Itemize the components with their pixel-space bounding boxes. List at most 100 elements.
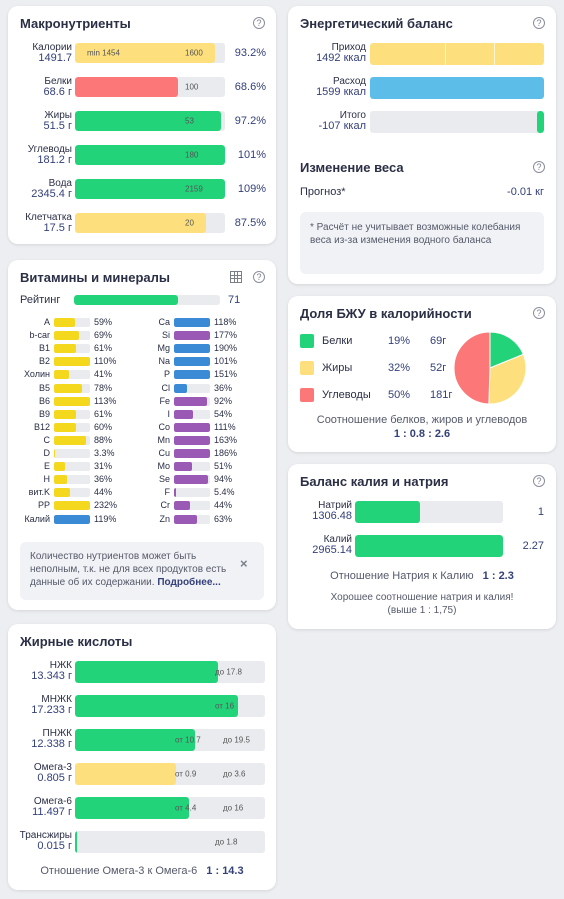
energy-name: Итого bbox=[339, 110, 366, 121]
fatty-name: ПНЖК bbox=[42, 728, 72, 739]
vitamin-percent: 41% bbox=[94, 369, 113, 380]
vitamin-percent: 101% bbox=[214, 356, 238, 367]
vitamin-row: Zn 63% bbox=[130, 514, 250, 525]
bju-name: Жиры bbox=[322, 362, 353, 374]
energy-value: -107 ккал bbox=[318, 120, 366, 132]
vitamin-percent: 61% bbox=[94, 408, 113, 419]
vitamin-name: F bbox=[164, 487, 171, 498]
fatty-value: 12.338 г bbox=[31, 738, 72, 750]
vitamin-row: Mg 190% bbox=[130, 343, 250, 354]
macro-value: 68.6 г bbox=[43, 86, 72, 98]
macro-target-label: 2159 bbox=[185, 184, 203, 194]
macro-name: Углеводы bbox=[27, 144, 72, 155]
vitamin-bar-fill bbox=[174, 383, 187, 393]
bar-segment-divider bbox=[493, 43, 495, 65]
macro-bar: 2159 bbox=[75, 179, 225, 199]
fatty-bar-fill bbox=[75, 695, 239, 717]
vitamin-name: P bbox=[163, 369, 170, 380]
macro-label: Жиры 51.5 г bbox=[12, 110, 72, 132]
nutrient-info-note: Количество нутриентов может быть неполны… bbox=[20, 542, 264, 600]
fatty-bar-fill bbox=[75, 661, 218, 683]
vitamin-bar bbox=[54, 514, 90, 524]
fatty-acids-card: Жирные кислоты НЖК 13.343 г до 17.8 МНЖК 17.… bbox=[8, 624, 276, 890]
vitamin-percent: 31% bbox=[94, 461, 113, 472]
vitamin-row: Si 177% bbox=[130, 330, 250, 341]
vitamin-percent: 3.3% bbox=[94, 448, 115, 458]
vitamin-bar bbox=[174, 396, 210, 406]
bju-ratio-label: Соотношение белков, жиров и углеводов bbox=[316, 414, 528, 426]
vitamin-bar-fill bbox=[174, 396, 208, 406]
energy-bar bbox=[370, 111, 544, 133]
vitamin-name: Cu bbox=[158, 448, 170, 458]
vitamin-row: Mo 51% bbox=[130, 461, 250, 472]
more-link[interactable]: Подробнее... bbox=[157, 577, 221, 588]
vitamin-percent: 151% bbox=[214, 369, 238, 380]
vitamin-bar bbox=[174, 514, 210, 524]
vitamin-name: Cl bbox=[161, 382, 171, 393]
vitamin-bar bbox=[174, 449, 210, 458]
vitamin-percent: 59% bbox=[94, 317, 113, 327]
vitamin-percent: 44% bbox=[214, 500, 233, 511]
help-icon[interactable]: ? bbox=[253, 271, 265, 283]
bju-swatch bbox=[300, 361, 314, 375]
vitamin-bar-fill bbox=[54, 409, 76, 419]
vitamin-bar-fill bbox=[174, 462, 193, 472]
energy-name: Приход bbox=[331, 42, 366, 53]
vitamin-bar bbox=[54, 449, 90, 458]
na-k-message: Хорошее соотношение натрия и калия! (выш… bbox=[330, 592, 514, 616]
fatty-name: Трансжиры bbox=[19, 830, 72, 841]
fatty-max-label: до 16 bbox=[223, 803, 244, 813]
potassium-ratio: 2.27 bbox=[522, 540, 544, 552]
fatty-label: Омега-3 0.805 г bbox=[10, 762, 72, 784]
vitamin-name: Na bbox=[158, 356, 170, 367]
vitamin-row: E 31% bbox=[10, 461, 130, 472]
vitamin-name: Mo bbox=[157, 461, 170, 472]
vitamin-bar bbox=[54, 357, 90, 367]
rating-value: 71 bbox=[228, 294, 241, 306]
vitamin-percent: 111% bbox=[214, 421, 236, 432]
vitamin-bar-fill bbox=[174, 318, 210, 327]
help-icon[interactable]: ? bbox=[253, 17, 265, 29]
help-icon[interactable]: ? bbox=[533, 17, 545, 29]
pie-slice-1 bbox=[488, 353, 527, 405]
close-icon[interactable]: × bbox=[240, 556, 248, 571]
macro-bar: min 1454 1600 bbox=[75, 43, 225, 63]
macro-value: 51.5 г bbox=[43, 120, 72, 132]
forecast-value: -0.01 кг bbox=[507, 186, 544, 198]
energy-label: Итого -107 ккал bbox=[292, 110, 366, 132]
table-view-icon[interactable] bbox=[230, 271, 242, 283]
potassium-name: Калий bbox=[323, 534, 352, 545]
vitamin-percent: 190% bbox=[214, 343, 238, 354]
vitamin-row: C 88% bbox=[10, 435, 130, 446]
macro-bar: 180 bbox=[75, 145, 225, 165]
macro-percent: 93.2% bbox=[234, 47, 266, 59]
vitamin-name: Mg bbox=[157, 343, 170, 354]
macro-bar-fill bbox=[75, 111, 221, 131]
vitamin-bar bbox=[174, 331, 210, 341]
vitamin-percent: 94% bbox=[214, 474, 233, 485]
fatty-bar: от 10.7 до 19.5 bbox=[75, 729, 265, 751]
macro-target-label: 180 bbox=[185, 150, 199, 160]
vitamin-bar-fill bbox=[174, 435, 210, 445]
help-icon[interactable]: ? bbox=[533, 307, 545, 319]
vitamin-name: Se bbox=[158, 474, 170, 485]
bju-title: Доля БЖУ в калорийности bbox=[300, 306, 472, 321]
bju-grams: 181г bbox=[430, 389, 453, 401]
fatty-label: МНЖК 17.233 г bbox=[10, 694, 72, 716]
help-icon[interactable]: ? bbox=[533, 161, 545, 173]
potassium-value: 1306.48 bbox=[312, 510, 352, 522]
vitamin-row: B2 110% bbox=[10, 356, 130, 367]
macro-value: 17.5 г bbox=[43, 222, 72, 234]
vitamin-bar bbox=[174, 435, 210, 445]
vitamin-name: Si bbox=[161, 330, 170, 341]
fatty-bar-fill bbox=[75, 729, 195, 751]
vitamin-row: I 54% bbox=[130, 409, 250, 420]
vitamin-percent: 69% bbox=[94, 330, 113, 341]
fatty-min-label: от 0.9 bbox=[175, 769, 197, 779]
energy-card: Энергетический баланс ? Приход 1492 ккал Р… bbox=[288, 6, 556, 284]
vitamin-percent: 36% bbox=[214, 382, 233, 393]
potassium-bar-fill bbox=[355, 535, 503, 557]
energy-bar bbox=[370, 43, 544, 65]
help-icon[interactable]: ? bbox=[533, 475, 545, 487]
potassium-bar-fill bbox=[355, 501, 421, 523]
